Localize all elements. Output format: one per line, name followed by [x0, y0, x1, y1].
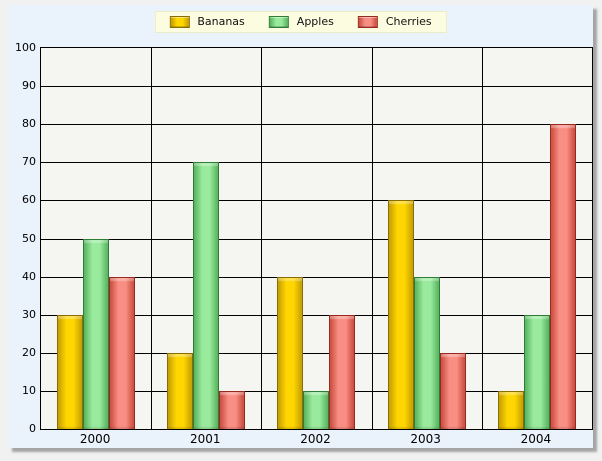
bar-cherries-2001 — [219, 390, 246, 429]
bar-bananas-2000 — [57, 314, 84, 429]
bar-bananas-2003 — [387, 200, 414, 429]
x-tick-label: 2001 — [190, 432, 221, 446]
gridline-horizontal — [41, 276, 592, 278]
bar-group-2002 — [261, 48, 371, 429]
chart-panel: Bananas Apples Cherries 0 10 20 30 40 50 60 70 80 9… — [8, 5, 593, 448]
gridline-horizontal — [41, 238, 592, 240]
bar-cherries-2004 — [549, 124, 576, 429]
y-tick-label: 50 — [22, 231, 36, 245]
legend-label: Bananas — [197, 15, 245, 28]
bar-apples-2002 — [303, 390, 330, 429]
bar-apples-2000 — [83, 238, 110, 429]
y-tick-label: 90 — [22, 79, 36, 93]
bar-group-2003 — [372, 48, 482, 429]
y-tick-label: 30 — [22, 307, 36, 321]
y-tick-label: 60 — [22, 193, 36, 207]
gridline-vertical — [261, 48, 263, 429]
bars — [167, 162, 246, 429]
bar-apples-2003 — [413, 276, 440, 429]
x-tick-label: 2002 — [300, 432, 331, 446]
bar-bananas-2001 — [167, 352, 194, 429]
y-tick-label: 10 — [22, 383, 36, 397]
gridline-horizontal — [41, 352, 592, 354]
gridline-vertical — [151, 48, 153, 429]
gridline-horizontal — [41, 314, 592, 316]
y-tick-label: 100 — [15, 41, 36, 54]
legend-label: Apples — [296, 15, 334, 28]
legend-item-apples: Apples — [268, 15, 334, 28]
bar-bananas-2002 — [277, 276, 304, 429]
legend-swatch-icon — [357, 16, 378, 28]
legend-label: Cherries — [385, 15, 432, 28]
gridline-horizontal — [41, 124, 592, 126]
gridline-horizontal — [41, 162, 592, 164]
bars — [277, 276, 356, 429]
y-tick-label: 80 — [22, 117, 36, 131]
bar-group-2001 — [151, 48, 261, 429]
x-tick-label: 2000 — [79, 432, 111, 446]
legend: Bananas Apples Cherries — [154, 11, 447, 33]
x-tick-label: 2003 — [410, 432, 441, 446]
plot-area — [40, 47, 593, 430]
bars — [497, 124, 576, 429]
bar-cherries-2002 — [329, 314, 356, 429]
x-tick-label: 2004 — [520, 432, 552, 446]
gridline-vertical — [481, 48, 483, 429]
bar-bananas-2004 — [497, 390, 524, 429]
y-tick-label: 0 — [29, 422, 36, 435]
bar-cherries-2003 — [439, 352, 466, 429]
bar-apples-2004 — [523, 314, 550, 429]
bars — [57, 238, 136, 429]
y-tick-label: 20 — [22, 345, 36, 359]
bar-group-2000 — [41, 48, 151, 429]
bar-group-2004 — [482, 48, 592, 429]
y-tick-label: 40 — [22, 269, 36, 283]
legend-item-bananas: Bananas — [169, 15, 245, 28]
gridline-horizontal — [41, 200, 592, 202]
bars — [387, 200, 466, 429]
bar-cherries-2000 — [109, 276, 136, 429]
bar-apples-2001 — [193, 162, 220, 429]
legend-swatch-icon — [169, 16, 190, 28]
gridline-horizontal — [41, 86, 592, 88]
y-tick-label: 70 — [22, 155, 36, 169]
gridline-vertical — [371, 48, 373, 429]
legend-item-cherries: Cherries — [357, 15, 432, 28]
legend-swatch-icon — [268, 16, 289, 28]
